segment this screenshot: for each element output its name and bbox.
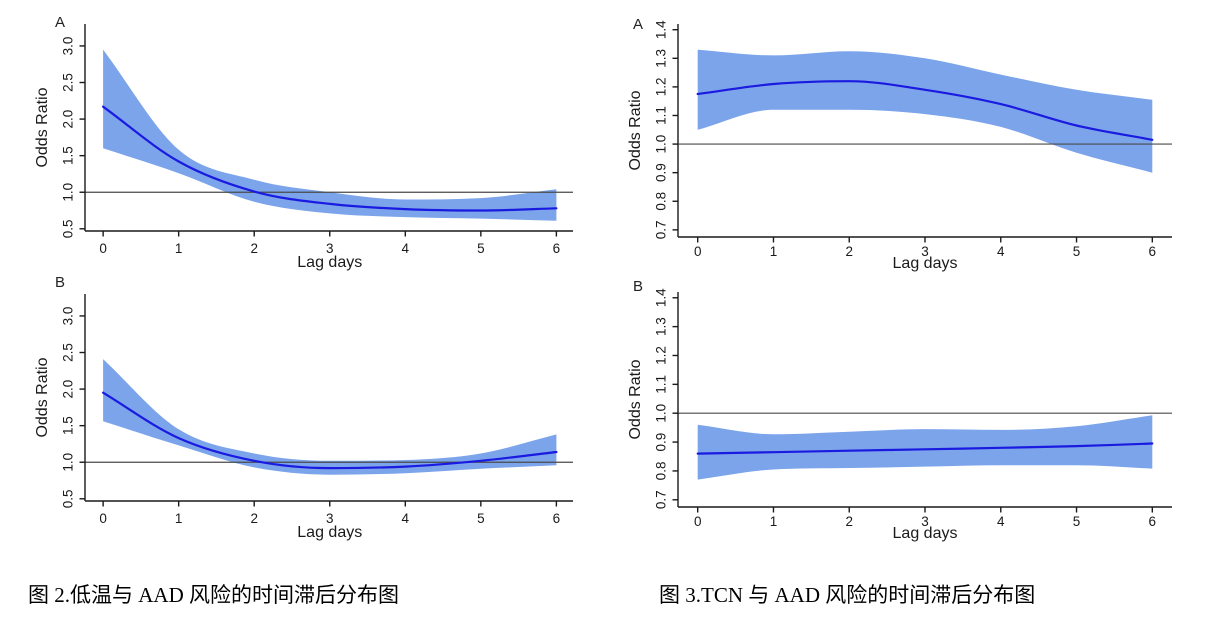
x-tick-label: 6 bbox=[1149, 244, 1157, 259]
y-tick-label: 3.0 bbox=[61, 307, 76, 326]
y-tick-label: 1.4 bbox=[654, 288, 669, 307]
y-tick-label: 0.7 bbox=[654, 220, 669, 239]
y-axis-title: Odds Ratio bbox=[627, 90, 644, 170]
y-tick-label: 1.4 bbox=[654, 20, 669, 39]
x-tick-label: 1 bbox=[770, 244, 778, 259]
x-axis-title: Lag days bbox=[297, 524, 362, 541]
odds-ratio-curve bbox=[102, 391, 558, 470]
y-tick-label: 3.0 bbox=[61, 37, 76, 56]
x-axis-title: Lag days bbox=[893, 255, 958, 272]
x-tick-label: 5 bbox=[477, 241, 485, 256]
y-axis-title: Odds Ratio bbox=[627, 359, 644, 439]
y-tick-label: 1.1 bbox=[654, 375, 669, 394]
chart-fig3-panel-a: 0.7 0.8 0.9 1.0 1.1 1.2 1.3 1.4 0 1 2 3 4 5 6 Lag days O… bbox=[627, 16, 1172, 272]
panel-label: B bbox=[633, 278, 643, 295]
chart-fig2-panel-a: 0.5 1.0 1.5 2.0 2.5 3.0 0 1 2 3 4 5 6 Lag days Odds Ra… bbox=[34, 14, 573, 271]
x-tick-label: 1 bbox=[175, 511, 183, 526]
y-tick-label: 2.5 bbox=[61, 73, 76, 92]
figure-3-caption: 图 3.TCN 与 AAD 风险的时间滞后分布图 bbox=[659, 583, 1036, 607]
y-tick-label: 0.8 bbox=[654, 192, 669, 211]
y-tick-label: 0.8 bbox=[654, 462, 669, 481]
x-tick-label: 4 bbox=[997, 514, 1005, 529]
chart-fig3-panel-b: 0.7 0.8 0.9 1.0 1.1 1.2 1.3 1.4 0 1 2 3 4 5 6 Lag days O… bbox=[627, 278, 1172, 542]
figure-3: 0.7 0.8 0.9 1.0 1.1 1.2 1.3 1.4 0 1 2 3 4 5 6 Lag days O… bbox=[610, 0, 1214, 620]
x-tick-label: 6 bbox=[553, 241, 561, 256]
y-tick-label: 1.0 bbox=[61, 453, 76, 472]
x-tick-label: 0 bbox=[694, 244, 702, 259]
x-tick-label: 0 bbox=[99, 241, 107, 256]
y-tick-label: 1.5 bbox=[61, 146, 76, 165]
y-tick-label: 1.2 bbox=[654, 346, 669, 365]
y-tick-label: 2.5 bbox=[61, 343, 76, 362]
panel-label: B bbox=[55, 274, 65, 291]
y-tick-label: 1.0 bbox=[654, 404, 669, 423]
chart-fig2-panel-b: 0.5 1.0 1.5 2.0 2.5 3.0 0 1 2 3 4 5 6 Lag days Odds Ra… bbox=[34, 274, 573, 541]
x-tick-label: 3 bbox=[921, 244, 929, 259]
figure-2-caption: 图 2.低温与 AAD 风险的时间滞后分布图 bbox=[28, 583, 399, 607]
x-tick-label: 3 bbox=[326, 511, 334, 526]
y-tick-label: 1.1 bbox=[654, 106, 669, 125]
x-tick-label: 5 bbox=[1073, 244, 1081, 259]
x-tick-label: 5 bbox=[477, 511, 485, 526]
y-tick-label: 0.9 bbox=[654, 433, 669, 452]
x-tick-label: 3 bbox=[921, 514, 929, 529]
x-tick-label: 0 bbox=[694, 514, 702, 529]
odds-ratio-curve bbox=[696, 80, 1154, 141]
x-tick-label: 4 bbox=[402, 511, 410, 526]
y-tick-label: 2.0 bbox=[61, 110, 76, 129]
panel-label: A bbox=[633, 16, 643, 33]
x-tick-label: 2 bbox=[845, 244, 853, 259]
x-tick-label: 4 bbox=[402, 241, 410, 256]
x-tick-label: 0 bbox=[99, 511, 107, 526]
x-tick-label: 6 bbox=[1149, 514, 1157, 529]
confidence-band bbox=[103, 359, 557, 475]
x-axis-title: Lag days bbox=[893, 525, 958, 542]
x-tick-label: 2 bbox=[845, 514, 853, 529]
y-tick-label: 1.3 bbox=[654, 317, 669, 336]
x-tick-label: 1 bbox=[175, 241, 183, 256]
x-tick-label: 6 bbox=[553, 511, 561, 526]
y-tick-label: 1.3 bbox=[654, 49, 669, 68]
panel-label: A bbox=[55, 14, 65, 31]
x-tick-label: 4 bbox=[997, 244, 1005, 259]
x-tick-label: 3 bbox=[326, 241, 334, 256]
x-tick-label: 2 bbox=[250, 511, 258, 526]
confidence-band bbox=[697, 415, 1153, 480]
x-axis-title: Lag days bbox=[297, 254, 362, 271]
figure-2: 0.5 1.0 1.5 2.0 2.5 3.0 0 1 2 3 4 5 6 Lag days Odds Ra… bbox=[0, 0, 600, 620]
y-axis-title: Odds Ratio bbox=[34, 357, 51, 437]
y-tick-label: 0.5 bbox=[61, 489, 76, 508]
y-tick-label: 1.5 bbox=[61, 416, 76, 435]
confidence-band bbox=[697, 49, 1153, 173]
x-tick-label: 2 bbox=[250, 241, 258, 256]
y-axis-title: Odds Ratio bbox=[34, 87, 51, 167]
y-tick-label: 0.7 bbox=[654, 490, 669, 509]
odds-ratio-curve bbox=[696, 442, 1154, 455]
odds-ratio-curve bbox=[102, 105, 558, 212]
y-tick-label: 0.9 bbox=[654, 163, 669, 182]
y-tick-label: 1.2 bbox=[654, 78, 669, 97]
x-tick-label: 1 bbox=[770, 514, 778, 529]
y-tick-label: 1.0 bbox=[654, 135, 669, 154]
confidence-band bbox=[103, 49, 557, 221]
x-tick-label: 5 bbox=[1073, 514, 1081, 529]
y-tick-label: 0.5 bbox=[61, 219, 76, 238]
y-tick-label: 2.0 bbox=[61, 380, 76, 399]
y-tick-label: 1.0 bbox=[61, 183, 76, 202]
